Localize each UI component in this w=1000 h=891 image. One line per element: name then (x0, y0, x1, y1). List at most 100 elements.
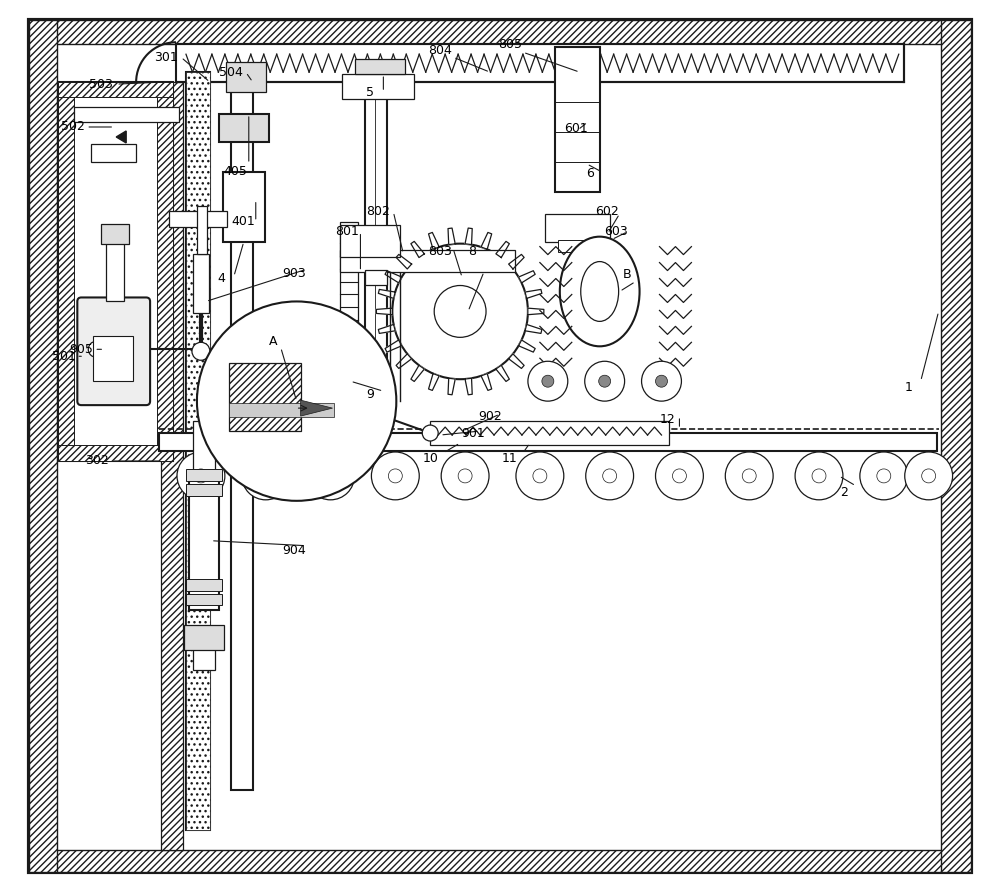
Circle shape (542, 375, 554, 388)
Text: 10: 10 (422, 453, 438, 465)
Bar (365, 82, 387, 421)
Circle shape (242, 452, 290, 500)
Bar (555, 47, 600, 192)
Bar (193, 421, 215, 476)
Circle shape (197, 301, 396, 501)
Circle shape (905, 452, 953, 500)
Polygon shape (376, 308, 392, 315)
Bar (340, 225, 400, 257)
Polygon shape (496, 241, 509, 257)
Circle shape (516, 452, 564, 500)
Text: 501: 501 (52, 350, 76, 363)
Text: 2: 2 (840, 486, 848, 499)
FancyBboxPatch shape (77, 298, 150, 405)
Text: 12: 12 (660, 413, 675, 426)
Bar (29, 20, 971, 45)
Bar (186, 578, 222, 591)
Bar (186, 72, 210, 830)
Circle shape (795, 452, 843, 500)
Circle shape (177, 452, 225, 500)
Bar (29, 20, 57, 871)
Bar (58, 445, 173, 461)
Bar (226, 62, 266, 92)
Text: 503: 503 (89, 78, 113, 91)
Polygon shape (481, 233, 492, 249)
Polygon shape (509, 255, 524, 269)
Bar (340, 249, 515, 272)
Circle shape (307, 452, 354, 500)
Bar (193, 254, 209, 314)
Bar (193, 649, 215, 670)
Text: B: B (622, 268, 631, 281)
Bar (941, 20, 971, 871)
Bar (545, 214, 610, 241)
Text: 601: 601 (564, 122, 588, 135)
Text: 801: 801 (336, 225, 359, 238)
Text: 302: 302 (85, 454, 109, 468)
Bar (186, 484, 222, 496)
Bar (223, 172, 265, 241)
Text: 1: 1 (905, 380, 913, 394)
Polygon shape (448, 379, 455, 395)
Ellipse shape (581, 262, 619, 322)
Polygon shape (411, 241, 424, 257)
Bar (157, 82, 173, 461)
Text: 301: 301 (154, 51, 178, 64)
Polygon shape (465, 379, 472, 395)
Bar (101, 224, 129, 243)
Circle shape (392, 243, 528, 380)
Polygon shape (396, 354, 412, 369)
Circle shape (586, 452, 634, 500)
Bar (186, 72, 210, 830)
Circle shape (192, 342, 210, 360)
Bar (93, 336, 133, 381)
Text: 4: 4 (217, 272, 225, 285)
Polygon shape (385, 340, 402, 352)
Bar (197, 206, 207, 254)
Circle shape (422, 425, 438, 441)
Polygon shape (378, 290, 395, 298)
Bar (558, 240, 596, 251)
Polygon shape (465, 228, 472, 245)
Polygon shape (429, 233, 439, 249)
Circle shape (656, 452, 703, 500)
Polygon shape (116, 131, 126, 143)
Bar (229, 403, 334, 417)
Text: 9: 9 (366, 388, 374, 401)
Text: 904: 904 (282, 544, 306, 557)
Text: 11: 11 (502, 453, 518, 465)
Circle shape (599, 375, 611, 388)
Bar (430, 421, 669, 445)
Text: 905: 905 (69, 343, 93, 356)
Polygon shape (528, 308, 544, 315)
Polygon shape (429, 373, 439, 390)
Text: A: A (268, 335, 277, 347)
Circle shape (528, 361, 568, 401)
Bar (186, 469, 222, 481)
Text: 903: 903 (282, 267, 306, 280)
Bar (169, 211, 227, 226)
Bar (184, 625, 224, 650)
Polygon shape (519, 340, 535, 352)
Bar (340, 222, 358, 421)
Polygon shape (496, 365, 509, 381)
Bar (355, 59, 405, 74)
Ellipse shape (560, 237, 640, 347)
Bar (58, 82, 173, 461)
Polygon shape (448, 228, 455, 245)
Text: 803: 803 (428, 245, 452, 258)
Bar (231, 72, 253, 790)
Polygon shape (396, 255, 412, 269)
Bar (74, 107, 179, 122)
Text: 804: 804 (428, 44, 452, 57)
Polygon shape (519, 271, 535, 282)
Text: 8: 8 (468, 245, 476, 258)
Circle shape (860, 452, 908, 500)
Bar (159, 433, 937, 451)
Text: 401: 401 (231, 216, 255, 228)
Bar (161, 82, 183, 850)
Circle shape (441, 452, 489, 500)
Bar (342, 74, 414, 99)
Polygon shape (525, 290, 542, 298)
Bar (176, 45, 904, 82)
